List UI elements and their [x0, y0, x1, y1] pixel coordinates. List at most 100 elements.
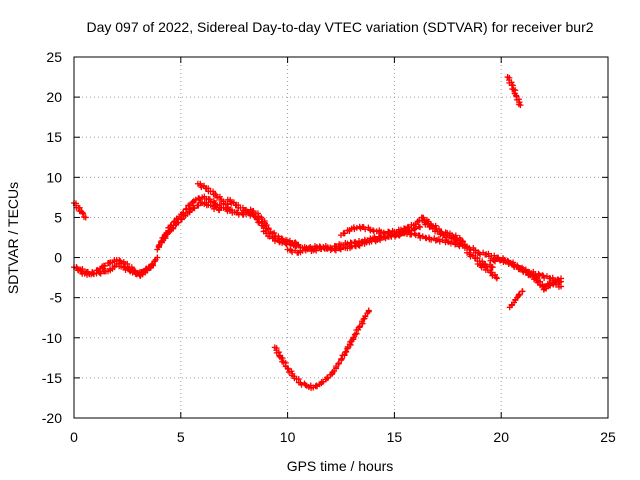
series-arc-late-b — [487, 256, 565, 290]
data-point — [320, 244, 327, 251]
y-tick-label: 5 — [54, 209, 62, 225]
data-point-fill — [273, 345, 284, 360]
data-point-fill — [488, 269, 500, 281]
x-tick-label: 10 — [280, 429, 296, 445]
data-point-fill — [151, 256, 159, 265]
x-tick-label: 5 — [177, 429, 185, 445]
data-point-fill — [382, 227, 396, 237]
data-point-fill — [554, 276, 562, 284]
series-arc-late-high — [504, 74, 524, 109]
data-point-fill — [375, 234, 389, 244]
y-tick-label: -15 — [42, 370, 62, 386]
data-point — [150, 262, 157, 269]
data-point-fill — [234, 209, 245, 218]
data-point-fill — [312, 382, 321, 390]
series-arc-rise-b — [156, 199, 223, 248]
data-point — [380, 229, 387, 236]
data-point — [517, 102, 524, 109]
data-point — [558, 275, 565, 282]
data-point-fill — [508, 301, 516, 309]
axis-ticks — [73, 56, 609, 419]
y-tick-label: 10 — [46, 169, 62, 185]
data-point-fill — [250, 209, 265, 221]
data-point-fill — [144, 264, 154, 274]
data-point-fill — [137, 268, 149, 279]
y-tick-label: -20 — [42, 410, 62, 426]
data-point-fill — [350, 223, 364, 233]
series-arc-late-c — [523, 268, 565, 293]
series-arc-dip — [271, 307, 372, 392]
data-point-fill — [276, 238, 288, 246]
data-point-fill — [490, 256, 504, 265]
data-point-fill — [80, 210, 87, 220]
data-point — [154, 254, 161, 261]
data-point-fill — [73, 263, 81, 273]
data-point-fill — [166, 221, 179, 236]
y-tick-label: 25 — [46, 49, 62, 65]
data-points — [71, 74, 565, 392]
series-arc-mid-upper-b — [419, 217, 466, 248]
series-arc-main-low-b — [75, 256, 157, 280]
data-point-fill — [425, 234, 439, 244]
data-point-fill — [404, 221, 417, 231]
data-point — [370, 227, 377, 234]
data-point-fill — [195, 195, 203, 203]
data-point-fill — [116, 257, 127, 267]
data-point-fill — [512, 294, 521, 304]
series-arc-mid-flat-b — [288, 223, 424, 255]
data-point-fill — [259, 218, 272, 233]
data-point-fill — [173, 211, 185, 222]
data-point-fill — [421, 217, 434, 231]
data-point — [558, 283, 565, 290]
data-point-fill — [335, 351, 348, 367]
data-point-fill — [187, 197, 197, 208]
data-point — [82, 214, 89, 221]
data-point-fill — [305, 382, 315, 392]
data-point-fill — [332, 244, 347, 254]
series-arc-descent — [220, 204, 302, 249]
y-tick-label: -10 — [42, 330, 62, 346]
data-point — [417, 224, 424, 231]
data-point-fill — [435, 236, 449, 246]
data-point-fill — [467, 245, 477, 254]
data-point-fill — [72, 200, 80, 211]
data-point-fill — [111, 262, 118, 271]
data-point-fill — [541, 282, 554, 292]
data-point-fill — [513, 93, 523, 108]
data-point-fill — [509, 261, 524, 273]
data-point — [493, 275, 500, 282]
data-point-fill — [485, 250, 499, 262]
grid — [74, 57, 608, 418]
plot-frame — [73, 56, 609, 419]
x-tick-labels: 0 5 10 15 20 25 — [70, 429, 616, 445]
data-point — [459, 241, 466, 248]
data-point-fill — [201, 193, 210, 202]
data-point — [211, 191, 218, 198]
series-arc-late — [472, 249, 565, 286]
y-tick-label: 15 — [46, 129, 62, 145]
series-arc-late-drop — [474, 260, 500, 282]
data-point — [216, 207, 223, 214]
data-point-fill — [77, 267, 86, 277]
data-point-fill — [477, 260, 485, 271]
data-point — [519, 288, 526, 295]
data-point-fill — [451, 237, 464, 247]
data-point — [365, 307, 372, 314]
data-point — [331, 246, 338, 253]
x-tick-label: 0 — [70, 429, 78, 445]
data-point-fill — [279, 355, 289, 370]
data-point-fill — [355, 239, 368, 249]
data-point-fill — [340, 226, 353, 237]
y-tick-label: 20 — [46, 89, 62, 105]
data-point-fill — [102, 260, 112, 269]
data-point-fill — [515, 288, 526, 298]
data-point-fill — [278, 235, 290, 245]
data-point-fill — [500, 256, 513, 268]
data-point-fill — [240, 209, 252, 218]
data-point-fill — [89, 267, 100, 277]
x-tick-label: 25 — [600, 429, 616, 445]
x-tick-label: 15 — [387, 429, 403, 445]
y-tick-label: -5 — [50, 290, 63, 306]
data-point-fill — [269, 229, 282, 240]
